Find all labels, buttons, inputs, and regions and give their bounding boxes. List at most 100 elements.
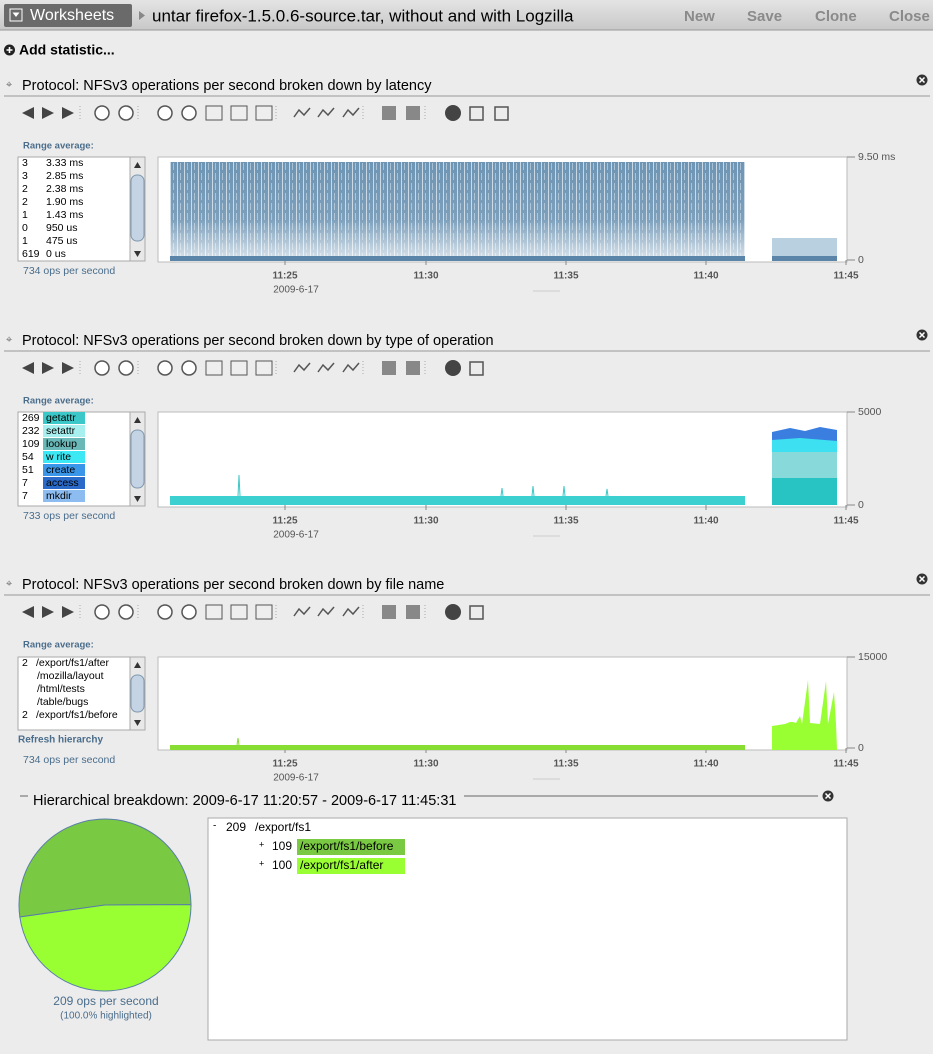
scroll-thumb[interactable] [130, 174, 145, 242]
toolbar-icon[interactable] [342, 107, 360, 118]
toolbar-icon[interactable] [181, 360, 197, 376]
toolbar-icon[interactable] [62, 606, 74, 618]
toolbar-icon[interactable] [406, 605, 420, 619]
toolbar-icon[interactable] [469, 361, 484, 376]
scroll-up[interactable] [134, 662, 141, 668]
row-label[interactable]: 3.33 ms [46, 157, 83, 169]
row-label[interactable]: 2.38 ms [46, 183, 83, 195]
toolbar-icon[interactable] [445, 604, 461, 620]
x-tick-label: 11:45 [833, 516, 858, 527]
toolbar-icon[interactable] [293, 606, 311, 617]
refresh-hierarchy[interactable]: Refresh hierarchy [18, 735, 103, 746]
row-label[interactable]: /mozilla/layout [37, 670, 104, 682]
toolbar-icon[interactable] [494, 106, 509, 121]
scroll-up[interactable] [134, 162, 141, 168]
row-label[interactable]: getattr [46, 412, 76, 424]
toolbar-icon[interactable] [205, 360, 223, 376]
toolbar-icon[interactable] [445, 105, 461, 121]
row-label[interactable]: 475 us [46, 235, 78, 247]
toolbar-icon[interactable] [22, 107, 34, 119]
new-button[interactable]: New [684, 8, 715, 25]
toolbar-icon[interactable] [62, 362, 74, 374]
toolbar-icon[interactable] [406, 106, 420, 120]
close-button[interactable]: Close [889, 8, 930, 25]
row-label[interactable]: /html/tests [37, 683, 85, 695]
toolbar-icon[interactable] [317, 606, 335, 617]
tree-toggle[interactable]: + [259, 839, 264, 849]
toolbar-icon[interactable] [62, 107, 74, 119]
toolbar-icon[interactable] [406, 361, 420, 375]
row-label[interactable]: w rite [45, 451, 71, 463]
add-statistic[interactable]: Add statistic... [19, 42, 115, 58]
toolbar-icon[interactable] [382, 106, 396, 120]
toolbar-icon[interactable] [22, 606, 34, 618]
toolbar-icon[interactable] [230, 360, 248, 376]
toolbar-icon[interactable] [342, 606, 360, 617]
toolbar-icon[interactable] [469, 106, 484, 121]
toolbar-icon[interactable] [230, 105, 248, 121]
row-label[interactable]: setattr [46, 425, 76, 437]
row-label[interactable]: mkdir [46, 490, 72, 502]
row-label[interactable]: 950 us [46, 222, 78, 234]
tree-toggle[interactable]: + [259, 858, 264, 868]
scroll-thumb[interactable] [130, 429, 145, 489]
toolbar-icon[interactable] [205, 105, 223, 121]
toolbar-icon[interactable] [293, 362, 311, 373]
toolbar-icon[interactable] [94, 105, 110, 121]
row-label[interactable]: 0 us [46, 248, 66, 260]
tree-label[interactable]: /export/fs1/before [300, 839, 394, 853]
row-label[interactable]: 2.85 ms [46, 170, 83, 182]
worksheets-button[interactable] [4, 4, 132, 27]
row-label[interactable]: 1.90 ms [46, 196, 83, 208]
scroll-down[interactable] [134, 496, 141, 502]
scroll-down[interactable] [134, 251, 141, 257]
scroll-down[interactable] [134, 720, 141, 726]
toolbar-icon[interactable] [255, 105, 273, 121]
row-label[interactable]: lookup [46, 438, 77, 450]
toolbar-icon[interactable] [118, 604, 134, 620]
toolbar-icon[interactable] [469, 605, 484, 620]
toolbar-icon[interactable] [157, 105, 173, 121]
toolbar-icon[interactable] [157, 604, 173, 620]
tree-label[interactable]: /export/fs1/after [300, 858, 383, 872]
toolbar-icon[interactable] [157, 360, 173, 376]
toolbar-icon[interactable] [42, 362, 54, 374]
save-button[interactable]: Save [747, 8, 782, 25]
tree-toggle[interactable]: - [213, 821, 216, 832]
row-label[interactable]: /export/fs1/after [36, 657, 109, 669]
toolbar-icon[interactable] [205, 604, 223, 620]
toolbar-icon[interactable] [22, 362, 34, 374]
toolbar-icon[interactable] [342, 362, 360, 373]
row-value: 109 [22, 438, 40, 450]
toolbar-icon[interactable] [94, 604, 110, 620]
row-label[interactable]: 1.43 ms [46, 209, 83, 221]
toolbar-icon[interactable] [181, 604, 197, 620]
toolbar-icon[interactable] [255, 604, 273, 620]
toolbar-icon[interactable] [118, 360, 134, 376]
toolbar-icon[interactable] [382, 361, 396, 375]
scroll-thumb[interactable] [130, 674, 145, 713]
toolbar-icon[interactable] [181, 105, 197, 121]
toolbar-icon[interactable] [293, 107, 311, 118]
toolbar-icon[interactable] [42, 107, 54, 119]
toolbar-icon[interactable] [42, 606, 54, 618]
row-label[interactable]: access [46, 477, 79, 489]
area [170, 496, 745, 505]
toolbar-icon[interactable] [230, 604, 248, 620]
pie-slice[interactable] [18, 818, 192, 918]
pie-slice[interactable] [19, 904, 192, 992]
scroll-up[interactable] [134, 417, 141, 423]
toolbar-icon[interactable] [317, 107, 335, 118]
worksheet-title[interactable]: untar firefox-1.5.0.6-source.tar, withou… [152, 6, 574, 25]
toolbar-icon[interactable] [118, 105, 134, 121]
row-label[interactable]: create [46, 464, 75, 476]
toolbar-icon[interactable] [255, 360, 273, 376]
toolbar-icon[interactable] [94, 360, 110, 376]
clone-button[interactable]: Clone [815, 8, 857, 25]
toolbar-icon[interactable] [445, 360, 461, 376]
toolbar-icon[interactable] [382, 605, 396, 619]
tree-label[interactable]: /export/fs1 [255, 820, 311, 834]
row-label[interactable]: /export/fs1/before [36, 709, 118, 721]
row-label[interactable]: /table/bugs [37, 696, 88, 708]
toolbar-icon[interactable] [317, 362, 335, 373]
